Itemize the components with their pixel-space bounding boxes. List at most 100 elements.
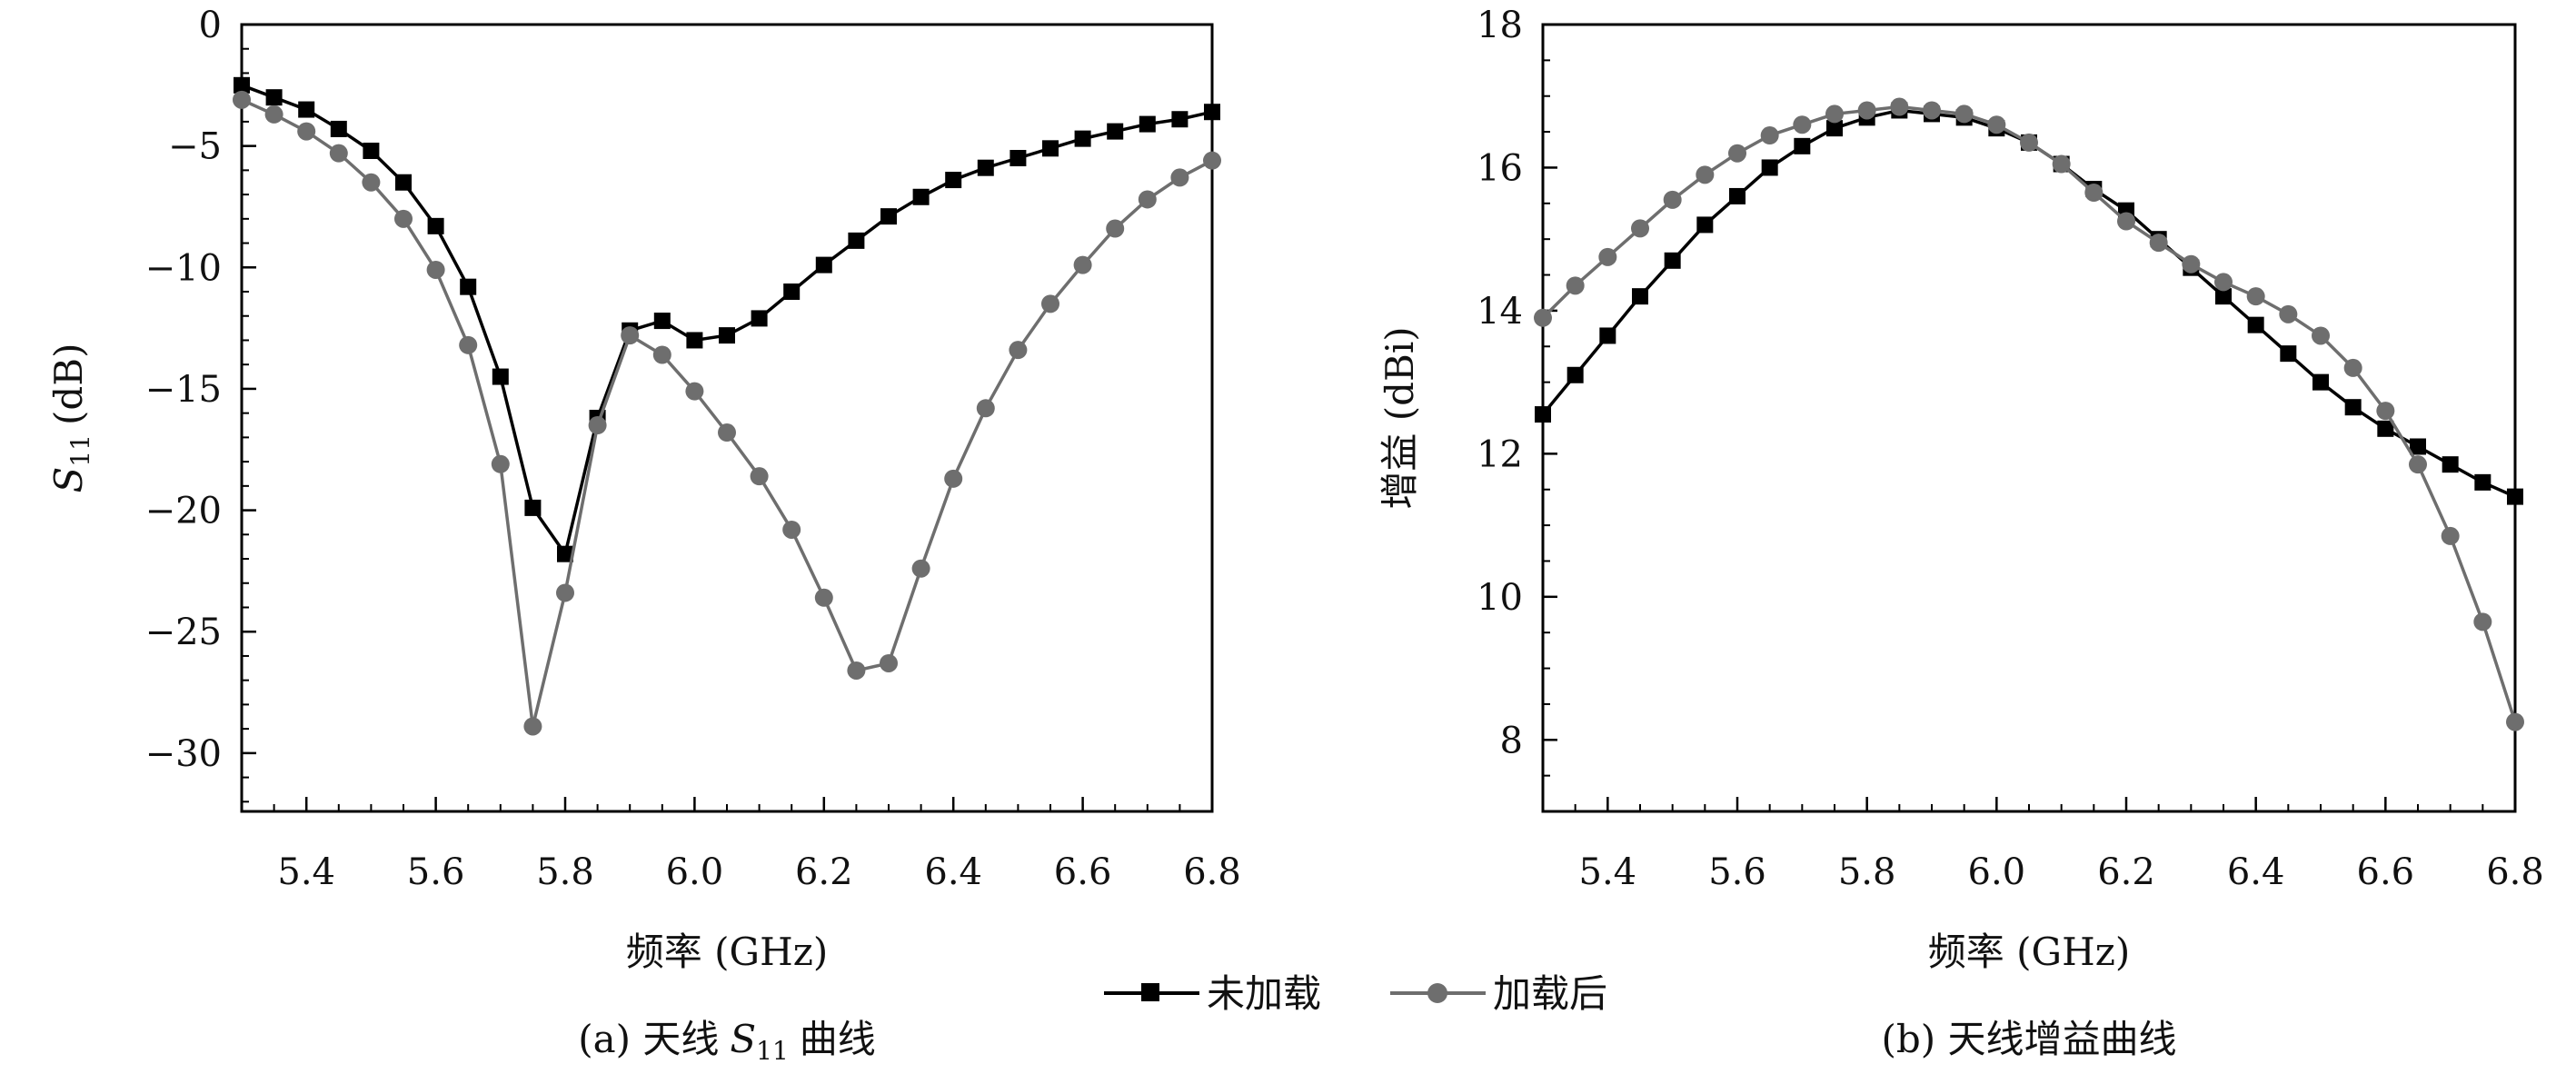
x-tick-label: 6.6 xyxy=(1054,851,1112,893)
data-point-square xyxy=(1139,115,1156,133)
data-point-circle xyxy=(2117,212,2135,231)
data-point-square xyxy=(2215,288,2232,305)
data-point-square xyxy=(1204,104,1220,121)
x-tick-label: 6.2 xyxy=(2097,851,2155,893)
y-tick-label: 14 xyxy=(1477,291,1523,333)
data-point-square xyxy=(234,76,250,94)
data-point-circle xyxy=(2473,612,2492,632)
x-tick-label: 5.8 xyxy=(1838,851,1896,893)
data-point-circle xyxy=(1663,190,1682,209)
data-point-circle xyxy=(2279,304,2298,323)
data-point-circle xyxy=(2246,287,2265,306)
data-point-square xyxy=(719,327,735,344)
y-tick-label: −5 xyxy=(168,126,222,168)
data-point-circle xyxy=(2052,154,2071,174)
data-point-circle xyxy=(329,144,348,163)
x-tick-label: 5.6 xyxy=(407,851,465,893)
legend-label-unloaded: 未加载 xyxy=(1207,971,1321,1016)
chart-a-s11: 5.4 5.6 5.8 6.0 6.2 6.4 6.6 6.8 0 −5 −10 −15 −20 −25 −… xyxy=(145,5,1241,893)
chart-a-xlabel: 频率 (GHz) xyxy=(626,930,828,974)
x-tick-label: 5.6 xyxy=(1708,851,1766,893)
data-point-circle xyxy=(718,423,736,443)
data-point-circle xyxy=(1041,294,1059,313)
y-tick-label: 18 xyxy=(1477,5,1523,46)
data-point-circle xyxy=(1631,219,1649,238)
data-point-circle xyxy=(362,173,381,192)
data-point-circle xyxy=(2441,526,2460,545)
data-point-circle xyxy=(814,588,833,607)
data-point-square xyxy=(2377,420,2394,437)
data-point-square xyxy=(2280,345,2297,363)
legend-marker-circle xyxy=(1427,983,1447,1003)
x-tick-label: 6.4 xyxy=(2227,851,2285,893)
data-point-circle xyxy=(2506,712,2524,731)
data-point-circle xyxy=(394,209,413,228)
data-point-square xyxy=(1535,406,1551,423)
data-point-square xyxy=(848,232,865,249)
data-point-circle xyxy=(847,661,866,680)
data-point-square xyxy=(945,172,962,189)
series-loaded xyxy=(233,90,1221,736)
y-tick-label: −25 xyxy=(145,612,222,653)
data-point-square xyxy=(1794,137,1811,154)
data-point-circle xyxy=(2409,455,2427,474)
data-point-circle xyxy=(426,260,445,279)
data-point-circle xyxy=(1954,104,1974,124)
data-point-circle xyxy=(621,326,640,345)
y-tick-label: 12 xyxy=(1477,433,1523,475)
data-point-square xyxy=(653,313,671,330)
x-tick-label: 5.4 xyxy=(1579,851,1637,893)
legend-label-loaded: 加载后 xyxy=(1493,971,1607,1016)
data-point-square xyxy=(1826,120,1843,137)
data-point-circle xyxy=(685,382,704,401)
data-point-circle xyxy=(1073,255,1092,274)
series-unloaded xyxy=(1535,102,2523,505)
x-tick-label: 5.8 xyxy=(536,851,594,893)
data-point-circle xyxy=(1923,101,1941,120)
data-point-circle xyxy=(264,104,283,124)
data-point-square xyxy=(2312,373,2329,391)
data-point-circle xyxy=(1106,219,1125,238)
data-point-square xyxy=(2344,399,2362,416)
series-unloaded xyxy=(234,76,1220,562)
data-point-circle xyxy=(2084,184,2104,203)
chart-b-xlabel: 频率 (GHz) xyxy=(1928,930,2130,974)
data-point-circle xyxy=(782,520,801,539)
data-point-circle xyxy=(750,467,769,486)
data-point-circle xyxy=(459,335,478,354)
data-point-square xyxy=(298,101,315,118)
data-point-circle xyxy=(911,559,930,578)
data-point-circle xyxy=(1566,276,1585,295)
data-point-square xyxy=(363,142,380,159)
data-point-circle xyxy=(1009,341,1028,360)
data-point-square xyxy=(783,283,801,301)
data-point-square xyxy=(1042,140,1059,157)
data-point-square xyxy=(460,278,477,295)
x-tick-label: 6.2 xyxy=(795,851,853,893)
series-line xyxy=(241,84,1213,558)
data-point-square xyxy=(1107,123,1124,140)
chart-a-ylabel: S11(dB) xyxy=(46,343,95,493)
series-loaded xyxy=(1534,97,2524,731)
data-point-circle xyxy=(2020,133,2038,152)
data-point-circle xyxy=(1138,190,1157,209)
y-tick-label: 10 xyxy=(1477,577,1523,619)
y-tick-label: 16 xyxy=(1477,147,1523,189)
x-tick-label: 6.4 xyxy=(924,851,982,893)
x-tick-label: 6.6 xyxy=(2357,851,2415,893)
data-point-circle xyxy=(297,122,316,141)
y-tick-label: −15 xyxy=(145,369,222,411)
data-point-square xyxy=(427,217,444,234)
series-line xyxy=(1541,108,2516,499)
series-line xyxy=(241,98,1213,727)
data-point-circle xyxy=(491,454,510,473)
series-line xyxy=(1541,104,2517,723)
data-point-square xyxy=(492,368,509,385)
data-point-square xyxy=(2410,438,2426,455)
data-point-square xyxy=(912,188,930,205)
legend: 未加载 加载后 xyxy=(1104,971,1607,1016)
data-point-square xyxy=(880,208,897,225)
y-tick-label: −20 xyxy=(145,491,222,532)
data-point-square xyxy=(977,159,994,176)
